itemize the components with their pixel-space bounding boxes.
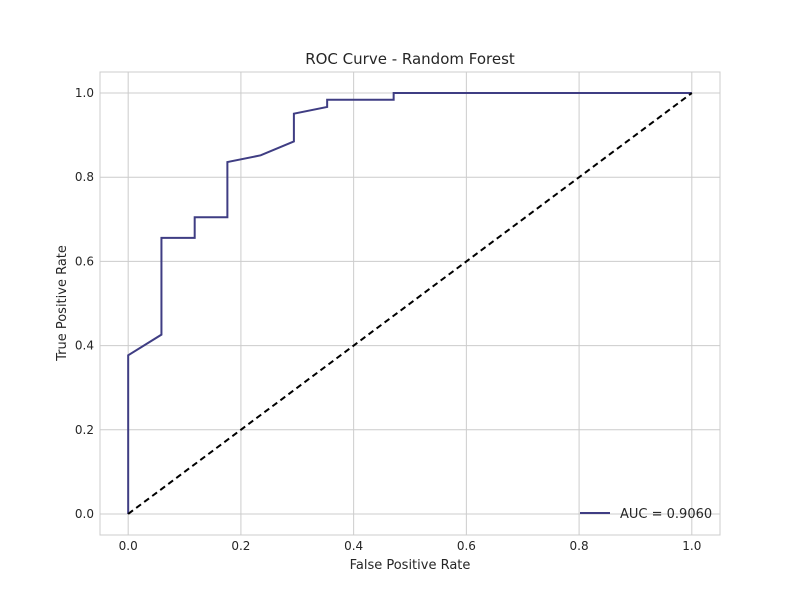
legend: AUC = 0.9060: [580, 507, 712, 522]
y-tick-label: 0.0: [75, 507, 94, 521]
roc-curve-line: [127, 92, 692, 514]
legend-label: AUC = 0.9060: [620, 507, 712, 522]
x-axis-label: False Positive Rate: [350, 558, 471, 573]
x-tick-label: 0.2: [231, 539, 250, 553]
chance-diagonal-line: [127, 92, 693, 515]
x-tick-label: 0.6: [457, 539, 476, 553]
y-tick-label: 0.6: [75, 254, 94, 268]
x-tick-label: 1.0: [682, 539, 701, 553]
y-tick-label: 0.4: [75, 339, 94, 353]
grid-lines: [100, 72, 720, 535]
x-tick-label: 0.0: [119, 539, 138, 553]
x-tick-label: 0.8: [570, 539, 589, 553]
y-tick-label: 1.0: [75, 86, 94, 100]
x-tick-label: 0.4: [344, 539, 363, 553]
y-axis-ticks: 0.0 0.2 0.4 0.6 0.8 1.0: [75, 86, 94, 521]
x-axis-ticks: 0.0 0.2 0.4 0.6 0.8 1.0: [119, 539, 702, 553]
y-tick-label: 0.8: [75, 170, 94, 184]
plot-frame: [99, 71, 721, 536]
chart-title: ROC Curve - Random Forest: [305, 50, 515, 68]
series-group: [127, 92, 693, 515]
y-tick-label: 0.2: [75, 423, 94, 437]
y-axis-label: True Positive Rate: [55, 245, 70, 362]
